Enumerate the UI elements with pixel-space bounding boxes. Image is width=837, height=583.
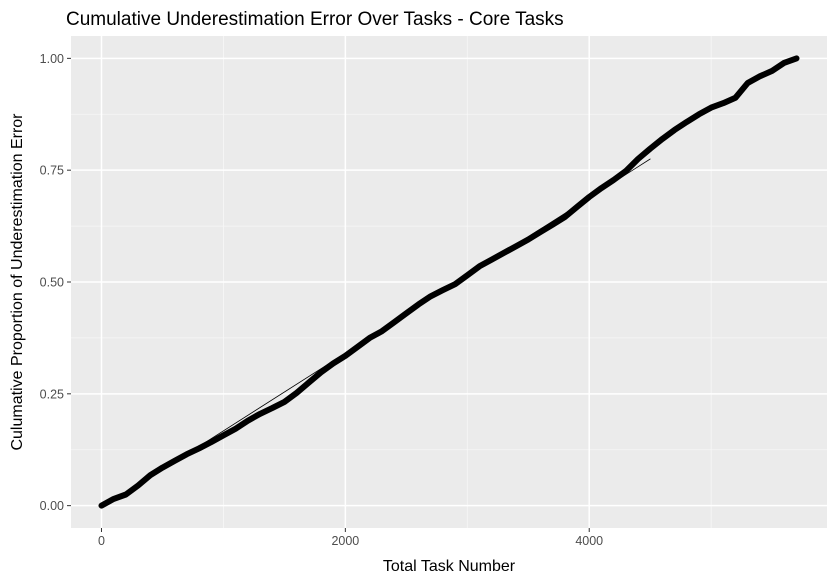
x-tick-label: 0: [98, 534, 105, 548]
x-tick-label: 4000: [575, 534, 603, 548]
y-tick-label: 0.25: [40, 387, 64, 401]
y-axis: 0.00 0.25 0.50 0.75 1.00: [40, 52, 71, 513]
y-tick-label: 0.75: [40, 164, 64, 178]
grid-major: [71, 36, 827, 528]
x-axis-title: Total Task Number: [383, 558, 516, 575]
y-axis-title: Culumative Proportion of Underestimation…: [9, 113, 26, 451]
y-tick-label: 0.00: [40, 499, 64, 513]
series-layer: [98, 55, 800, 509]
x-axis: 0 2000 4000: [98, 528, 603, 548]
y-tick-label: 0.50: [40, 276, 64, 290]
y-tick-label: 1.00: [40, 52, 64, 66]
chart-title: Cumulative Underestimation Error Over Ta…: [66, 9, 564, 30]
x-tick-label: 2000: [331, 534, 359, 548]
series-line-reference: [186, 158, 651, 455]
